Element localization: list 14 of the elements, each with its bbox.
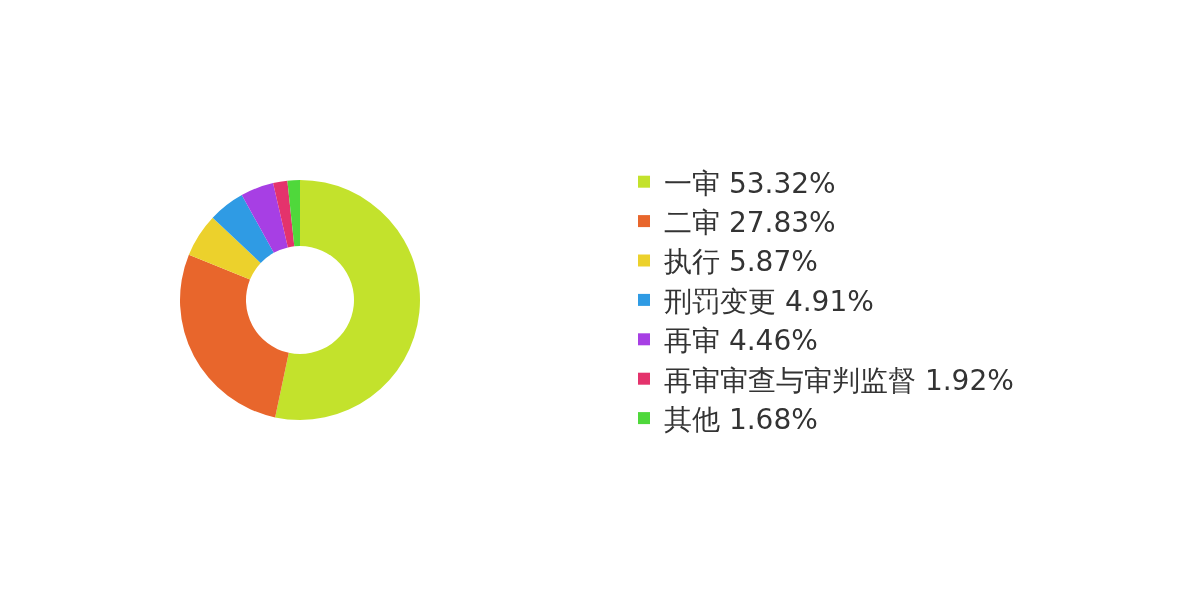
donut-slice — [180, 254, 289, 418]
legend-label: 二审 27.83% — [664, 206, 836, 240]
donut-slice — [287, 180, 300, 247]
legend-label: 其他 1.68% — [664, 403, 818, 437]
donut-slice — [275, 180, 420, 420]
donut-slice — [188, 217, 261, 280]
legend-label: 再审 4.46% — [664, 324, 818, 358]
donut-slice — [241, 183, 288, 253]
donut-slice — [273, 180, 295, 248]
legend-label: 刑罚变更 4.91% — [664, 284, 874, 318]
legend-label: 一审 53.32% — [664, 166, 836, 200]
legend-label: 再审审查与审判监督 1.92% — [664, 363, 1014, 397]
legend-label: 执行 5.87% — [664, 245, 818, 279]
donut-slice — [212, 195, 274, 263]
